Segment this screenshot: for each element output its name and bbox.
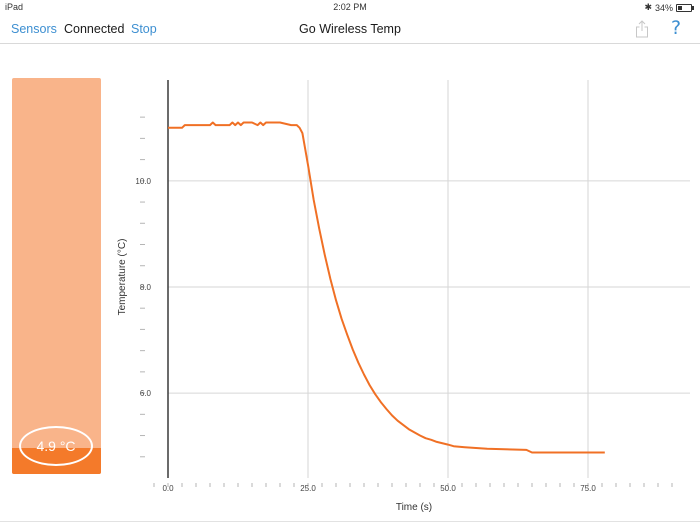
navigation-bar: Sensors Connected Stop Go Wireless Temp … bbox=[0, 14, 700, 44]
x-tick-label: 25.0 bbox=[300, 484, 316, 493]
x-axis-title: Time (s) bbox=[396, 502, 432, 513]
x-tick-label: 75.0 bbox=[580, 484, 596, 493]
share-icon[interactable] bbox=[635, 20, 649, 38]
data-line bbox=[168, 121, 605, 454]
axis-ticks bbox=[140, 116, 673, 487]
grid-lines bbox=[168, 80, 690, 478]
device-label: iPad bbox=[5, 2, 24, 12]
bottom-divider bbox=[0, 521, 700, 522]
status-indicators: ✱ 34% bbox=[644, 2, 694, 13]
battery-fill bbox=[678, 5, 683, 10]
x-tick-label: 0.0 bbox=[162, 484, 174, 493]
y-axis-title: Temperature (°C) bbox=[117, 239, 128, 316]
y-tick-label: 6.0 bbox=[140, 389, 152, 398]
clock: 2:02 PM bbox=[333, 2, 367, 12]
page-title: Go Wireless Temp bbox=[299, 22, 401, 36]
x-tick-labels: 0.0 25.0 50.0 75.0 bbox=[162, 484, 596, 493]
y-tick-label: 10.0 bbox=[135, 177, 151, 186]
y-tick-label: 8.0 bbox=[140, 283, 152, 292]
x-tick-label: 50.0 bbox=[440, 484, 456, 493]
battery-percent: 34% bbox=[654, 2, 673, 13]
connection-status: Connected bbox=[64, 22, 125, 36]
sensors-button[interactable]: Sensors bbox=[11, 22, 57, 36]
battery-tip bbox=[692, 5, 694, 10]
meter-panel: 4.9 °C bbox=[12, 78, 101, 474]
battery-icon bbox=[676, 3, 694, 12]
status-bar: iPad 2:02 PM ✱ 34% bbox=[0, 0, 700, 14]
stop-button[interactable]: Stop bbox=[131, 22, 157, 36]
y-tick-labels: 6.0 8.0 10.0 bbox=[135, 177, 151, 398]
bluetooth-icon: ✱ bbox=[644, 2, 652, 12]
meter-reading[interactable]: 4.9 °C bbox=[19, 426, 93, 466]
help-button[interactable]: ? bbox=[671, 17, 682, 39]
